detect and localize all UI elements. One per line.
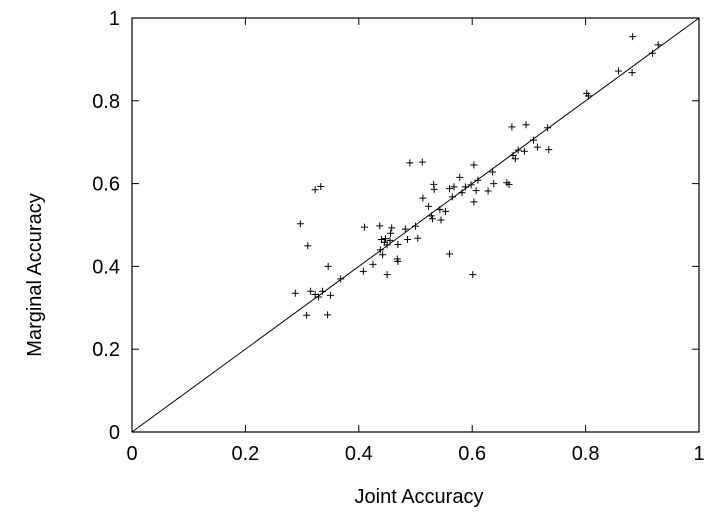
data-point (448, 193, 456, 201)
data-point (446, 250, 454, 258)
data-point (376, 246, 384, 254)
data-point (629, 33, 637, 41)
data-point (296, 220, 304, 228)
data-point (514, 146, 522, 154)
data-point (381, 235, 389, 243)
y-axis-title: Marginal Accuracy (24, 193, 46, 356)
data-point (360, 223, 368, 231)
data-point (489, 168, 497, 176)
data-point (470, 198, 478, 206)
data-point (359, 267, 367, 275)
data-point (324, 262, 332, 270)
data-point (649, 49, 657, 57)
data-point (430, 180, 438, 188)
x-axis-title: Joint Accuracy (355, 486, 484, 508)
data-point (427, 212, 435, 220)
data-point (584, 92, 592, 100)
y-tick-label: 0.8 (92, 91, 120, 113)
data-point (337, 275, 345, 283)
data-point (614, 67, 622, 75)
data-point (394, 257, 402, 265)
data-point (654, 41, 662, 49)
data-point (406, 159, 414, 167)
x-tick-label: 0.6 (458, 443, 486, 465)
data-point (401, 225, 409, 233)
data-point (412, 222, 419, 230)
y-tick-label: 0.6 (92, 174, 120, 196)
data-point (419, 194, 427, 202)
data-point (404, 235, 412, 243)
x-tick-label: 0.8 (572, 443, 600, 465)
data-point (379, 251, 387, 259)
data-point (307, 287, 315, 295)
data-point (425, 202, 433, 210)
data-point (461, 183, 469, 191)
data-point (414, 234, 422, 242)
data-point (383, 271, 391, 279)
data-point (317, 182, 325, 190)
plot-border (131, 17, 700, 433)
x-tick-label: 0.4 (345, 443, 373, 465)
data-point (533, 143, 541, 151)
axis-ticks: 0 0.2 0.4 0.6 0.8 1 0 0.2 0.4 0.6 0.8 1 (92, 8, 704, 465)
data-point (376, 222, 384, 230)
y-tick-label: 0.4 (92, 256, 120, 278)
data-point (490, 180, 498, 188)
x-tick-label: 0.2 (231, 443, 259, 465)
x-tick-label: 0 (126, 443, 137, 465)
data-point (311, 291, 319, 299)
data-point (484, 187, 492, 195)
data-point (520, 147, 528, 155)
data-point (386, 236, 394, 244)
data-point (394, 240, 402, 248)
data-point (430, 185, 438, 193)
data-point (377, 235, 385, 243)
data-point (456, 173, 464, 181)
data-point (467, 181, 475, 189)
data-point (304, 242, 312, 250)
y-tick-label: 0.2 (92, 339, 120, 361)
data-point (522, 121, 530, 129)
data-point (511, 155, 519, 163)
y-tick-label: 1 (109, 8, 120, 30)
data-point (388, 224, 396, 232)
data-point (472, 187, 480, 195)
data-point (324, 311, 332, 319)
data-point (446, 185, 454, 193)
data-point (387, 229, 395, 237)
data-point (429, 215, 437, 223)
data-point (545, 146, 553, 154)
data-point (369, 260, 377, 268)
data-point (319, 287, 327, 295)
data-point (544, 124, 552, 132)
data-point (311, 186, 319, 194)
data-point (470, 161, 478, 169)
data-point (436, 206, 444, 214)
data-point (628, 69, 636, 77)
data-point (418, 158, 426, 166)
data-point (450, 183, 458, 191)
data-point (437, 216, 445, 224)
data-point (529, 136, 537, 144)
data-point (291, 289, 299, 297)
x-tick-label: 1 (693, 443, 704, 465)
data-point (303, 311, 311, 319)
data-point (326, 291, 334, 299)
data-point (505, 180, 513, 188)
data-points (291, 33, 662, 319)
y-tick-label: 0 (109, 422, 120, 444)
data-point (508, 123, 516, 131)
data-point (383, 241, 391, 249)
plot-frame (131, 17, 700, 433)
data-point (442, 207, 450, 215)
data-point (474, 176, 482, 184)
data-point (458, 189, 466, 197)
data-point (469, 271, 477, 279)
